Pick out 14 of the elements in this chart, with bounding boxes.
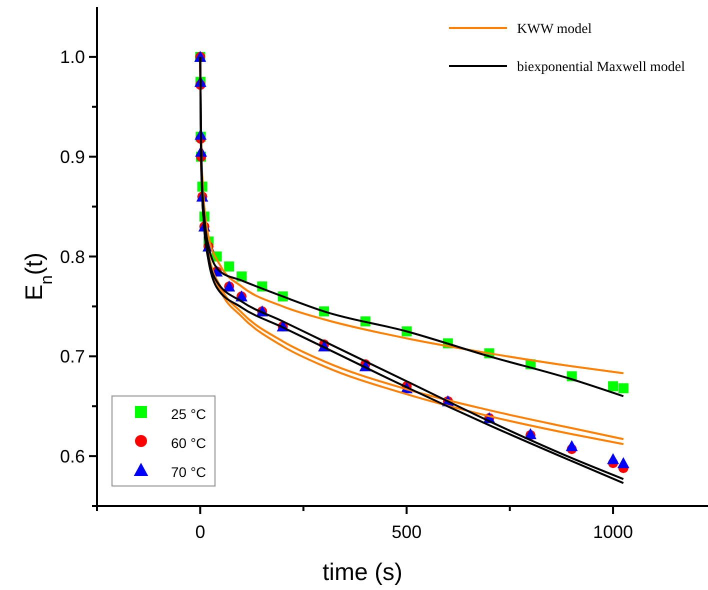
legend-label: biexponential Maxwell model: [517, 60, 686, 75]
x-axis-title: time (s): [322, 559, 402, 586]
x-tick-label: 500: [392, 522, 422, 542]
legend-label: 60 °C: [171, 434, 206, 451]
y-tick-label: 0.8: [60, 246, 85, 267]
legend-label: KWW model: [517, 22, 592, 37]
y-tick-label: 0.6: [60, 446, 85, 466]
y-tick-label: 0.7: [60, 346, 85, 367]
x-tick-label: 1000: [593, 522, 634, 542]
x-tick-label: 0: [195, 522, 206, 542]
y-tick-label: 1.0: [60, 47, 85, 68]
legend-label: 70 °C: [171, 464, 206, 480]
y-tick-label: 0.9: [60, 147, 85, 167]
legend-label: 25 °C: [171, 406, 206, 422]
